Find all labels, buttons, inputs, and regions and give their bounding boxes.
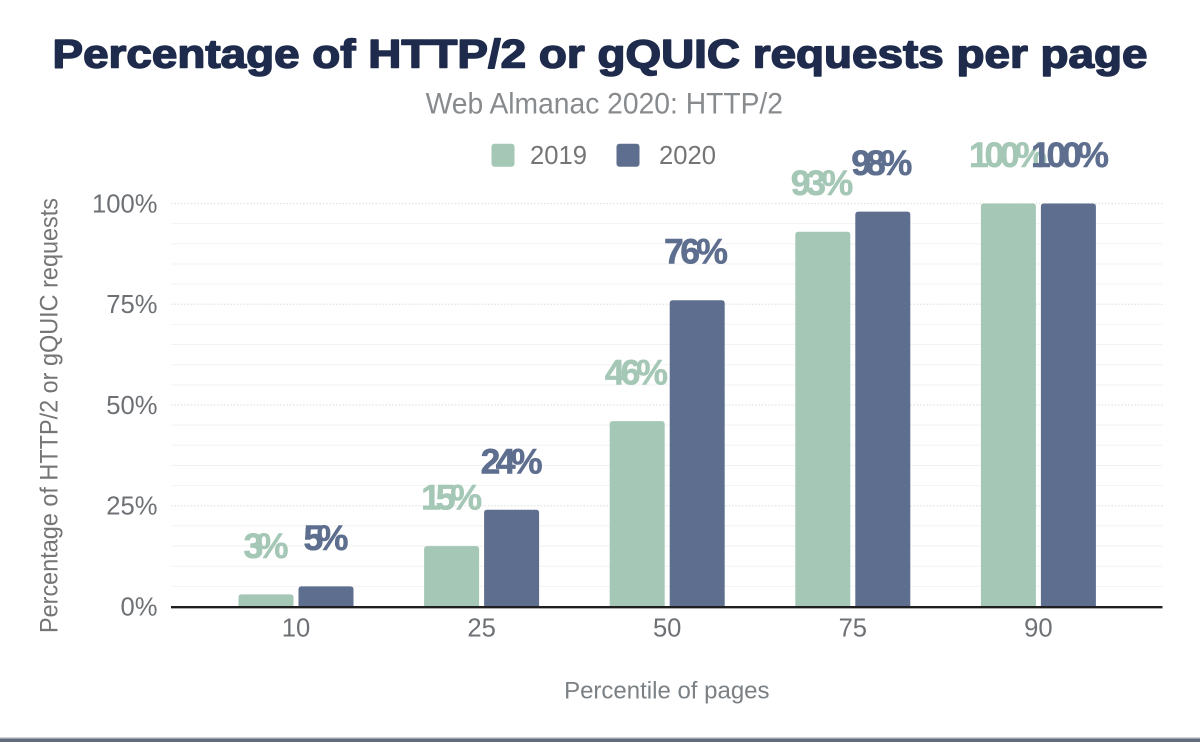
svg-text:3%: 3% [244, 526, 289, 566]
svg-text:50: 50 [653, 615, 681, 643]
svg-text:Percentage of HTTP/2 or gQUIC: Percentage of HTTP/2 or gQUIC requests p… [53, 33, 1148, 77]
svg-text:100%: 100% [969, 135, 1047, 175]
svg-text:93%: 93% [791, 163, 854, 203]
svg-text:25: 25 [467, 615, 495, 643]
svg-text:2019: 2019 [530, 142, 587, 170]
svg-text:2020: 2020 [659, 142, 716, 170]
svg-text:76%: 76% [664, 232, 728, 272]
svg-text:Percentile of pages: Percentile of pages [564, 678, 769, 705]
svg-text:5%: 5% [304, 518, 349, 558]
svg-text:46%: 46% [605, 353, 668, 393]
svg-text:75%: 75% [106, 291, 157, 319]
svg-text:0%: 0% [121, 594, 158, 622]
svg-text:90: 90 [1024, 615, 1052, 643]
svg-text:100%: 100% [92, 191, 157, 219]
svg-text:10: 10 [282, 615, 310, 643]
svg-text:Percentage of HTTP/2 or gQUIC: Percentage of HTTP/2 or gQUIC requests [36, 198, 64, 633]
svg-text:100%: 100% [1031, 135, 1109, 175]
svg-text:98%: 98% [851, 143, 912, 183]
svg-text:75: 75 [839, 615, 867, 643]
svg-text:25%: 25% [106, 493, 157, 521]
svg-text:24%: 24% [481, 441, 543, 481]
svg-text:Web Almanac 2020: HTTP/2: Web Almanac 2020: HTTP/2 [426, 88, 783, 121]
svg-text:50%: 50% [106, 392, 157, 420]
svg-text:15%: 15% [421, 478, 482, 518]
